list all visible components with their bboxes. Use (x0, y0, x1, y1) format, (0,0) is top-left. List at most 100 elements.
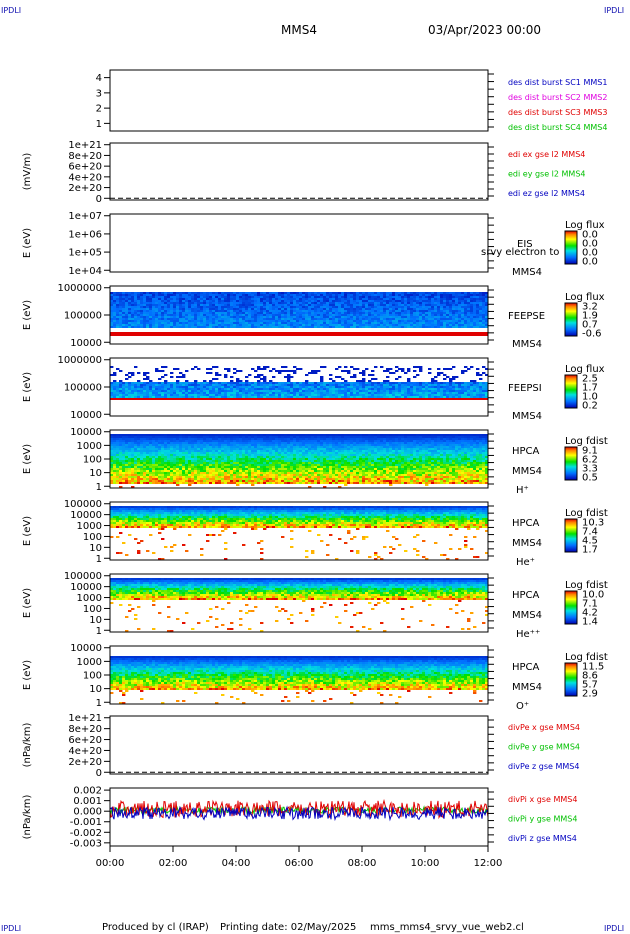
colorbar (564, 518, 578, 553)
corner-label-top-left: IPDLI (1, 6, 21, 15)
legend-entry: divPi y gse MMS4 (508, 815, 577, 824)
legend-entry: edi ex gse l2 MMS4 (508, 150, 585, 159)
colorbar-value: 3.3 (582, 464, 598, 475)
instrument-label: MMS4 (512, 610, 542, 621)
instrument-label: HPCA (512, 662, 540, 673)
ytick-label: 10000 (70, 338, 102, 349)
panel-hpca-o (104, 645, 578, 705)
colorbar-value: 6.2 (582, 455, 598, 466)
ytick-label: 10000 (70, 643, 102, 654)
colorbar-title: Log fdist (565, 580, 608, 591)
instrument-label: FEEPSE (508, 311, 545, 322)
colorbar-title: Log flux (565, 364, 605, 375)
colorbar-value: 0.5 (582, 473, 598, 484)
ytick-label: -0.001 (70, 817, 102, 828)
ytick-label: 1000 (77, 521, 102, 532)
time-tick-label: 12:00 (474, 858, 503, 869)
colorbar-value: -0.6 (582, 329, 602, 340)
ytick-label: 100 (83, 532, 102, 543)
ytick-label: -0.003 (70, 838, 102, 849)
instrument-label: MMS4 (512, 682, 542, 693)
ytick-label: 1e+04 (68, 266, 102, 277)
panel-hpca-he (104, 501, 578, 561)
colorbar-title: Log fdist (565, 436, 608, 447)
time-axis: 00:00 02:00 04:00 06:00 08:00 10:00 12:00 (96, 846, 503, 869)
time-tick-label: 06:00 (285, 858, 314, 869)
colorbar (564, 590, 578, 625)
instrument-label: MMS4 (512, 411, 542, 422)
colorbar-value: 1.9 (582, 311, 598, 322)
ytick-label: 10000 (70, 582, 102, 593)
ytick-label: 1 (96, 698, 102, 709)
colorbar-value: 8.6 (582, 671, 598, 682)
colorbar-value: 0.0 (582, 230, 598, 241)
colorbar-value: 4.5 (582, 536, 598, 547)
ytick-label: 4e+20 (68, 746, 102, 757)
ytick-label: 10000 (70, 510, 102, 521)
colorbar-value: 7.4 (582, 527, 598, 538)
corner-label-top-right: IPDLI (604, 6, 624, 15)
panel-divpi (104, 787, 494, 847)
instrument-label: HPCA (512, 518, 540, 529)
instrument-label: HPCA (512, 590, 540, 601)
instrument-label: EIS (517, 239, 533, 250)
time-tick-label: 02:00 (159, 858, 188, 869)
instrument-label: H⁺ (516, 485, 529, 496)
legend-entry: des dist burst SC1 MMS1 (508, 78, 607, 87)
ytick-label: 0 (96, 768, 102, 779)
ytick-label: 1000 (77, 657, 102, 668)
y-axis-label: (mV/m) (22, 153, 33, 191)
colorbar-title: Log flux (565, 220, 605, 231)
colorbar-value: 9.1 (582, 446, 598, 457)
ytick-label: 0.000 (73, 807, 102, 818)
ytick-label: 4e+20 (68, 172, 102, 183)
instrument-label: MMS4 (512, 267, 542, 278)
colorbar-value: 1.0 (582, 392, 598, 403)
ytick-label: 100 (83, 455, 102, 466)
colorbar-value: 2.5 (582, 374, 598, 385)
y-axis-label: E (eV) (22, 300, 33, 330)
colorbar (564, 446, 578, 481)
colorbar-value: 7.1 (582, 599, 598, 610)
colorbar-value: 0.2 (582, 401, 598, 412)
ytick-label: 10 (89, 684, 102, 695)
y-axis-label: E (eV) (22, 660, 33, 690)
time-tick-label: 00:00 (96, 858, 125, 869)
instrument-label: HPCA (512, 446, 540, 457)
corner-label-bottom-left: IPDLI (1, 924, 21, 933)
ytick-label: 6e+20 (68, 162, 102, 173)
y-axis-label: (nPa/km) (22, 723, 33, 768)
ytick-label: 6e+20 (68, 735, 102, 746)
ytick-label: 1e+07 (68, 211, 102, 222)
corner-label-bottom-right: IPDLI (604, 924, 624, 933)
ytick-label: 0.002 (73, 786, 102, 797)
colorbar-value: 0.0 (582, 248, 598, 259)
ytick-label: 100000 (64, 571, 102, 582)
ytick-label: 3 (96, 88, 102, 99)
ytick-label: 1000 (77, 441, 102, 452)
ytick-label: 2 (96, 104, 102, 115)
legend-entry: des dist burst SC4 MMS4 (508, 123, 607, 132)
colorbar-value: 1.4 (582, 617, 598, 628)
colorbar (564, 374, 578, 409)
ytick-label: 1 (96, 119, 102, 130)
time-tick-label: 04:00 (222, 858, 251, 869)
ytick-label: 10000 (70, 427, 102, 438)
panel-eis (104, 213, 578, 273)
ytick-label: 1 (96, 626, 102, 637)
panel-feeps-i (104, 357, 578, 417)
ytick-label: 10 (89, 468, 102, 479)
colorbar-value: 1.7 (582, 383, 598, 394)
ytick-label: 1 (96, 554, 102, 565)
legend-entry: edi ey gse l2 MMS4 (508, 170, 586, 179)
ytick-label: 2e+20 (68, 183, 102, 194)
y-axis-label: E (eV) (22, 516, 33, 546)
instrument-label: MMS4 (512, 466, 542, 477)
footer-file: mms_mms4_srvy_vue_web2.cl (370, 922, 524, 933)
ytick-label: 100000 (64, 499, 102, 510)
instrument-label: He⁺ (516, 557, 535, 568)
legend-entry: divPi x gse MMS4 (508, 795, 577, 804)
legend-entry: divPe x gse MMS4 (508, 723, 580, 732)
ytick-label: 8e+20 (68, 724, 102, 735)
colorbar-value: 10.3 (582, 518, 604, 529)
